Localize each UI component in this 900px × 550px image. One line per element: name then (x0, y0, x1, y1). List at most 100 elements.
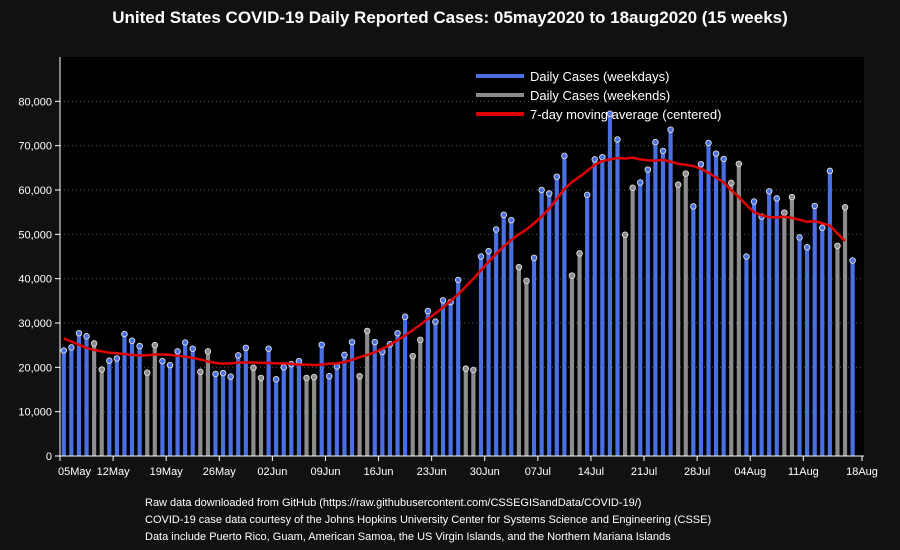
bar-weekday (183, 342, 188, 456)
bar-point (143, 369, 151, 376)
bar-weekday (744, 256, 749, 456)
bar-point (250, 364, 257, 372)
bar-point (583, 191, 591, 199)
bar-weekday (387, 344, 393, 456)
bar-weekday (107, 360, 112, 456)
bar-point (697, 161, 705, 168)
bar-point (750, 198, 758, 205)
bar-weekday (122, 334, 127, 456)
bar-weekend (516, 267, 521, 456)
bar-point (773, 195, 781, 202)
bar-weekend (630, 187, 635, 457)
bar-weekday (243, 347, 248, 456)
bar-point (591, 156, 598, 163)
bar-point (621, 231, 629, 239)
bar-weekday (289, 364, 294, 456)
x-tick-label: 23Jun (417, 466, 447, 478)
legend-label-moving-average: 7-day moving average (centered) (530, 107, 722, 122)
bar-weekday (494, 229, 499, 456)
bar-weekend (312, 377, 317, 456)
bar-point (424, 307, 432, 315)
x-tick-label: 14Jul (578, 466, 604, 478)
bar-point (295, 357, 303, 365)
bar-weekday (334, 366, 339, 456)
bar-point (652, 138, 659, 146)
bar-weekday (448, 302, 453, 456)
bar-point (151, 341, 159, 349)
bar-weekday (69, 347, 74, 456)
bar-weekend (304, 377, 309, 456)
bar-point (318, 341, 325, 348)
bar-point (90, 340, 98, 347)
bar-point (272, 376, 280, 383)
bar-weekend (198, 371, 203, 456)
x-tick-label: 26May (203, 466, 237, 478)
bar-weekday (129, 340, 135, 456)
bar-weekday (342, 354, 347, 456)
bar-point (219, 369, 227, 377)
y-tick-label: 60,000 (18, 185, 52, 197)
bar-point (477, 253, 485, 260)
bar-point (462, 365, 470, 372)
bar-weekend (152, 345, 157, 456)
bar-point (538, 186, 545, 194)
bar-point (530, 254, 538, 262)
bar-weekday (547, 193, 552, 456)
bar-point (356, 372, 363, 380)
bar-point (181, 339, 189, 346)
bar-point (83, 333, 90, 340)
bar-weekday (820, 227, 825, 456)
bar-point (166, 361, 174, 369)
bar-weekday (478, 256, 484, 456)
bar-point (796, 234, 803, 241)
bar-weekend (418, 339, 423, 456)
bar-point (348, 338, 356, 346)
bar-weekday (562, 155, 567, 456)
bar-weekend (410, 356, 415, 456)
y-tick-label: 80,000 (18, 96, 52, 108)
x-tick-label: 18Aug (846, 466, 878, 478)
bar-weekday (175, 351, 180, 456)
bar-point (576, 250, 583, 257)
bar-point (826, 167, 834, 175)
bar-weekday (653, 142, 658, 456)
legend: Daily Cases (weekdays) Daily Cases (week… (476, 69, 722, 122)
bar-point (834, 242, 841, 250)
bar-point (500, 211, 507, 219)
bar-weekday (645, 169, 650, 456)
bar-point (606, 110, 614, 117)
bar-weekday (751, 201, 757, 456)
bar-weekend (676, 184, 681, 456)
bar-point (803, 243, 811, 251)
footnotes: Raw data downloaded from GitHub (https:/… (145, 495, 711, 546)
bar-weekday (531, 257, 537, 456)
bar-weekday (380, 351, 385, 456)
bar-point (614, 136, 621, 143)
bar-weekday (395, 333, 400, 456)
bar-point (439, 297, 447, 304)
bar-weekday (167, 365, 173, 456)
bar-weekday (607, 113, 612, 456)
y-tick-label: 70,000 (18, 141, 52, 153)
bar-weekday (236, 355, 241, 456)
bar-point (568, 272, 576, 279)
bar-weekday (805, 247, 810, 456)
x-tick-label: 11Aug (788, 466, 819, 478)
bar-point (705, 139, 712, 147)
x-tick-label: 04Aug (734, 466, 766, 478)
bar-point (204, 348, 212, 355)
moving-average (63, 156, 846, 367)
bar-weekday (600, 157, 605, 456)
bar-weekday (296, 361, 302, 456)
bar-weekend (145, 372, 150, 456)
chart-title: United States COVID-19 Daily Reported Ca… (112, 8, 788, 27)
bar-point (159, 357, 166, 365)
bar-point (682, 170, 690, 177)
x-tick-label: 12May (97, 466, 131, 478)
x-tick-label: 21Jul (631, 466, 657, 478)
bar-weekend (357, 376, 362, 456)
x-tick-label: 16Jun (364, 466, 394, 478)
bar-weekday (759, 216, 764, 456)
bar-weekend (365, 330, 370, 456)
bar-point (106, 357, 113, 364)
